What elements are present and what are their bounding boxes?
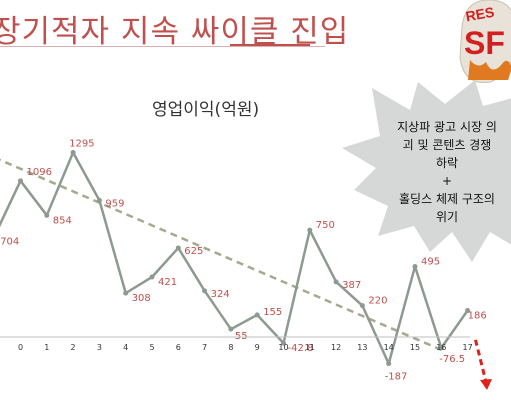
x-tick-label: 0 <box>18 343 23 352</box>
data-label: 308 <box>132 293 151 304</box>
x-tick-label: 10 <box>278 343 288 352</box>
chart-title: 영업이익(억원) <box>152 100 260 120</box>
data-label: 1295 <box>69 138 94 149</box>
trend-line <box>0 158 442 351</box>
x-tick-label: 11 <box>305 343 315 352</box>
data-label: 625 <box>184 246 203 257</box>
callout-line: 홀딩스 체제 구조의 <box>399 192 495 206</box>
data-point <box>123 290 129 296</box>
data-label: 387 <box>342 280 361 291</box>
x-tick-label: 15 <box>410 343 420 352</box>
data-label: 155 <box>263 307 282 318</box>
data-point <box>281 340 286 346</box>
callout-line: 지상파 광고 시장 의 <box>397 120 497 134</box>
data-point <box>18 178 23 184</box>
data-point <box>386 361 392 367</box>
callout-line: 하락 <box>435 156 459 170</box>
callout-line: + <box>441 174 453 188</box>
x-tick-label: 16 <box>436 343 446 352</box>
data-label: 704 <box>0 237 19 248</box>
callout-text: 지상파 광고 시장 의 괴 및 콘텐츠 경쟁 하락 + 홀딩스 체제 구조의 위… <box>372 118 511 226</box>
forecast-arrow-head <box>480 379 493 390</box>
x-tick-label: 13 <box>357 343 367 352</box>
data-label: 324 <box>211 289 230 300</box>
callout-line: 위기 <box>435 210 459 224</box>
data-point <box>228 326 234 332</box>
forecast-arrow-shaft <box>474 339 488 383</box>
x-tick-label: 6 <box>176 343 181 352</box>
x-tick-label: 8 <box>228 343 233 352</box>
data-label: 186 <box>468 310 487 321</box>
callout-burst <box>342 80 511 262</box>
data-point <box>44 212 50 218</box>
x-tick-label: 12 <box>331 343 341 352</box>
x-tick-label: 14 <box>384 343 394 352</box>
data-point <box>465 307 471 313</box>
data-label: -76.5 <box>439 354 465 365</box>
x-tick-label: 4 <box>123 343 128 352</box>
logo-text-top: RES <box>464 4 495 25</box>
data-point <box>412 263 418 269</box>
x-tick-label: 7 <box>202 343 207 352</box>
data-label: 854 <box>53 215 72 226</box>
data-label: 959 <box>105 198 124 209</box>
data-point <box>438 345 444 351</box>
data-label: 220 <box>368 296 387 307</box>
logo-text-big: SF <box>464 25 505 61</box>
data-label: -42.8 <box>288 343 314 354</box>
data-label: 1096 <box>27 167 52 178</box>
data-label: 750 <box>316 220 335 231</box>
data-label: 495 <box>421 256 440 267</box>
data-point <box>359 303 365 309</box>
callout-line: 괴 및 콘텐츠 경쟁 <box>402 138 492 152</box>
data-point <box>96 197 102 203</box>
data-point <box>333 279 339 285</box>
x-tick-label: 5 <box>149 343 154 352</box>
data-point <box>202 288 208 294</box>
x-tick-label: 17 <box>463 343 473 352</box>
brand-logo: RES SF <box>459 0 511 83</box>
title-underline <box>0 46 325 47</box>
data-label: -187 <box>385 372 408 383</box>
data-point <box>175 245 181 251</box>
title-emphasis-underline <box>230 44 310 46</box>
data-point <box>70 149 76 155</box>
x-tick-label: 9 <box>255 343 260 352</box>
x-tick-label: 3 <box>97 343 102 352</box>
x-tick-label: 2 <box>71 343 76 352</box>
data-label: 421 <box>158 277 177 288</box>
data-point <box>149 274 155 280</box>
data-point <box>307 227 313 233</box>
x-tick-label: 1 <box>44 343 49 352</box>
data-point <box>254 312 260 318</box>
